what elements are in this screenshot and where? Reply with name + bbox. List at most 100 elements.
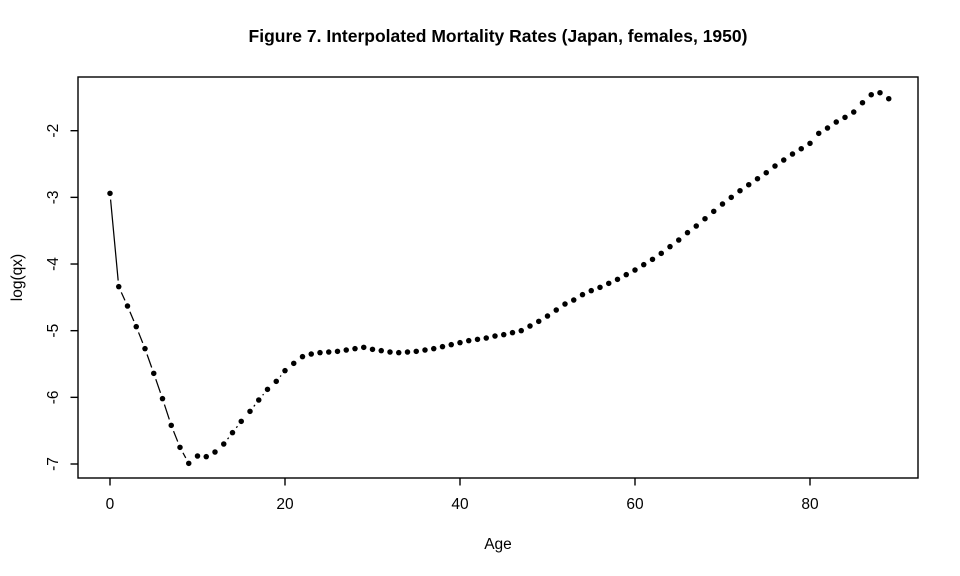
data-point bbox=[142, 345, 148, 352]
data-point bbox=[772, 163, 778, 169]
data-point bbox=[299, 353, 306, 360]
data-line-segment bbox=[172, 430, 179, 442]
y-tick-label: -7 bbox=[45, 457, 62, 471]
data-point bbox=[177, 444, 183, 451]
data-point bbox=[885, 95, 892, 102]
y-tick-label: -5 bbox=[45, 324, 62, 338]
data-point bbox=[343, 347, 349, 353]
data-point bbox=[168, 422, 174, 429]
data-point bbox=[229, 429, 236, 436]
data-point bbox=[282, 367, 288, 374]
data-point bbox=[325, 349, 332, 355]
data-point bbox=[588, 287, 594, 294]
data-point bbox=[107, 190, 113, 197]
data-point bbox=[352, 345, 358, 352]
data-line-segment bbox=[227, 437, 230, 440]
data-point bbox=[728, 194, 734, 201]
data-point bbox=[842, 114, 848, 121]
data-point bbox=[395, 349, 402, 356]
data-point bbox=[798, 145, 804, 152]
data-line-segment bbox=[129, 311, 135, 322]
data-point bbox=[719, 201, 726, 207]
x-tick-label: 20 bbox=[276, 496, 294, 513]
data-line-segment bbox=[163, 404, 170, 420]
data-point bbox=[255, 397, 262, 403]
data-point bbox=[868, 91, 874, 98]
data-point bbox=[597, 284, 603, 291]
data-point bbox=[667, 243, 673, 250]
data-point bbox=[824, 125, 831, 131]
data-point bbox=[474, 336, 481, 343]
data-point bbox=[308, 351, 314, 357]
data-line-segment bbox=[155, 378, 162, 394]
y-axis-title: log(qx) bbox=[9, 254, 26, 301]
data-point bbox=[605, 280, 612, 287]
data-line-segment bbox=[109, 199, 119, 281]
data-point bbox=[850, 109, 857, 115]
data-point bbox=[518, 327, 524, 334]
data-point bbox=[439, 343, 446, 350]
data-point bbox=[492, 333, 498, 339]
plot-box bbox=[77, 76, 919, 479]
data-point bbox=[124, 303, 131, 309]
data-point bbox=[640, 261, 647, 268]
y-tick-label: -3 bbox=[45, 190, 62, 204]
data-point bbox=[684, 229, 691, 236]
data-line-segment bbox=[137, 332, 144, 344]
x-tick-label: 0 bbox=[106, 496, 115, 513]
data-line-segment bbox=[235, 425, 238, 429]
data-point bbox=[658, 250, 664, 257]
data-point bbox=[859, 99, 866, 106]
data-point bbox=[763, 169, 769, 176]
data-point bbox=[815, 130, 822, 137]
data-point bbox=[745, 181, 752, 188]
data-point bbox=[448, 341, 454, 348]
data-line-segment bbox=[253, 404, 256, 407]
data-point bbox=[159, 395, 166, 402]
data-point bbox=[185, 460, 192, 467]
data-line-segment bbox=[279, 375, 282, 377]
data-point bbox=[737, 187, 743, 194]
x-tick-label: 40 bbox=[451, 496, 469, 513]
data-point bbox=[649, 256, 656, 263]
data-line-segment bbox=[120, 292, 126, 301]
data-point bbox=[544, 313, 551, 319]
data-point bbox=[457, 339, 463, 346]
data-point bbox=[273, 378, 279, 385]
data-point bbox=[702, 215, 708, 222]
data-point bbox=[675, 237, 682, 243]
data-point bbox=[623, 271, 629, 278]
data-point bbox=[212, 449, 218, 455]
data-point bbox=[334, 348, 341, 355]
data-point bbox=[247, 408, 253, 415]
data-point bbox=[570, 297, 577, 303]
y-tick-label: -4 bbox=[45, 257, 62, 271]
data-point bbox=[833, 119, 839, 125]
data-line-segment bbox=[146, 354, 153, 368]
x-axis-title: Age bbox=[484, 536, 512, 553]
data-point bbox=[430, 345, 437, 352]
data-point bbox=[413, 348, 419, 355]
data-point bbox=[483, 335, 489, 341]
data-point bbox=[509, 329, 516, 336]
data-point bbox=[754, 175, 761, 182]
data-point bbox=[150, 370, 157, 377]
data-line-segment bbox=[182, 452, 187, 459]
data-point bbox=[317, 349, 323, 356]
data-point bbox=[780, 157, 787, 163]
chart-title: Figure 7. Interpolated Mortality Rates (… bbox=[249, 26, 748, 46]
data-line-segment bbox=[262, 393, 265, 396]
data-point bbox=[553, 307, 559, 313]
data-point bbox=[203, 453, 209, 460]
y-tick-label: -2 bbox=[45, 124, 62, 138]
data-point bbox=[632, 267, 638, 273]
x-tick-label: 80 bbox=[801, 496, 819, 513]
data-point bbox=[387, 349, 393, 355]
data-point bbox=[404, 349, 411, 355]
data-point bbox=[614, 276, 621, 283]
x-tick-label: 60 bbox=[626, 496, 644, 513]
data-point bbox=[220, 441, 227, 447]
data-point bbox=[527, 323, 533, 329]
